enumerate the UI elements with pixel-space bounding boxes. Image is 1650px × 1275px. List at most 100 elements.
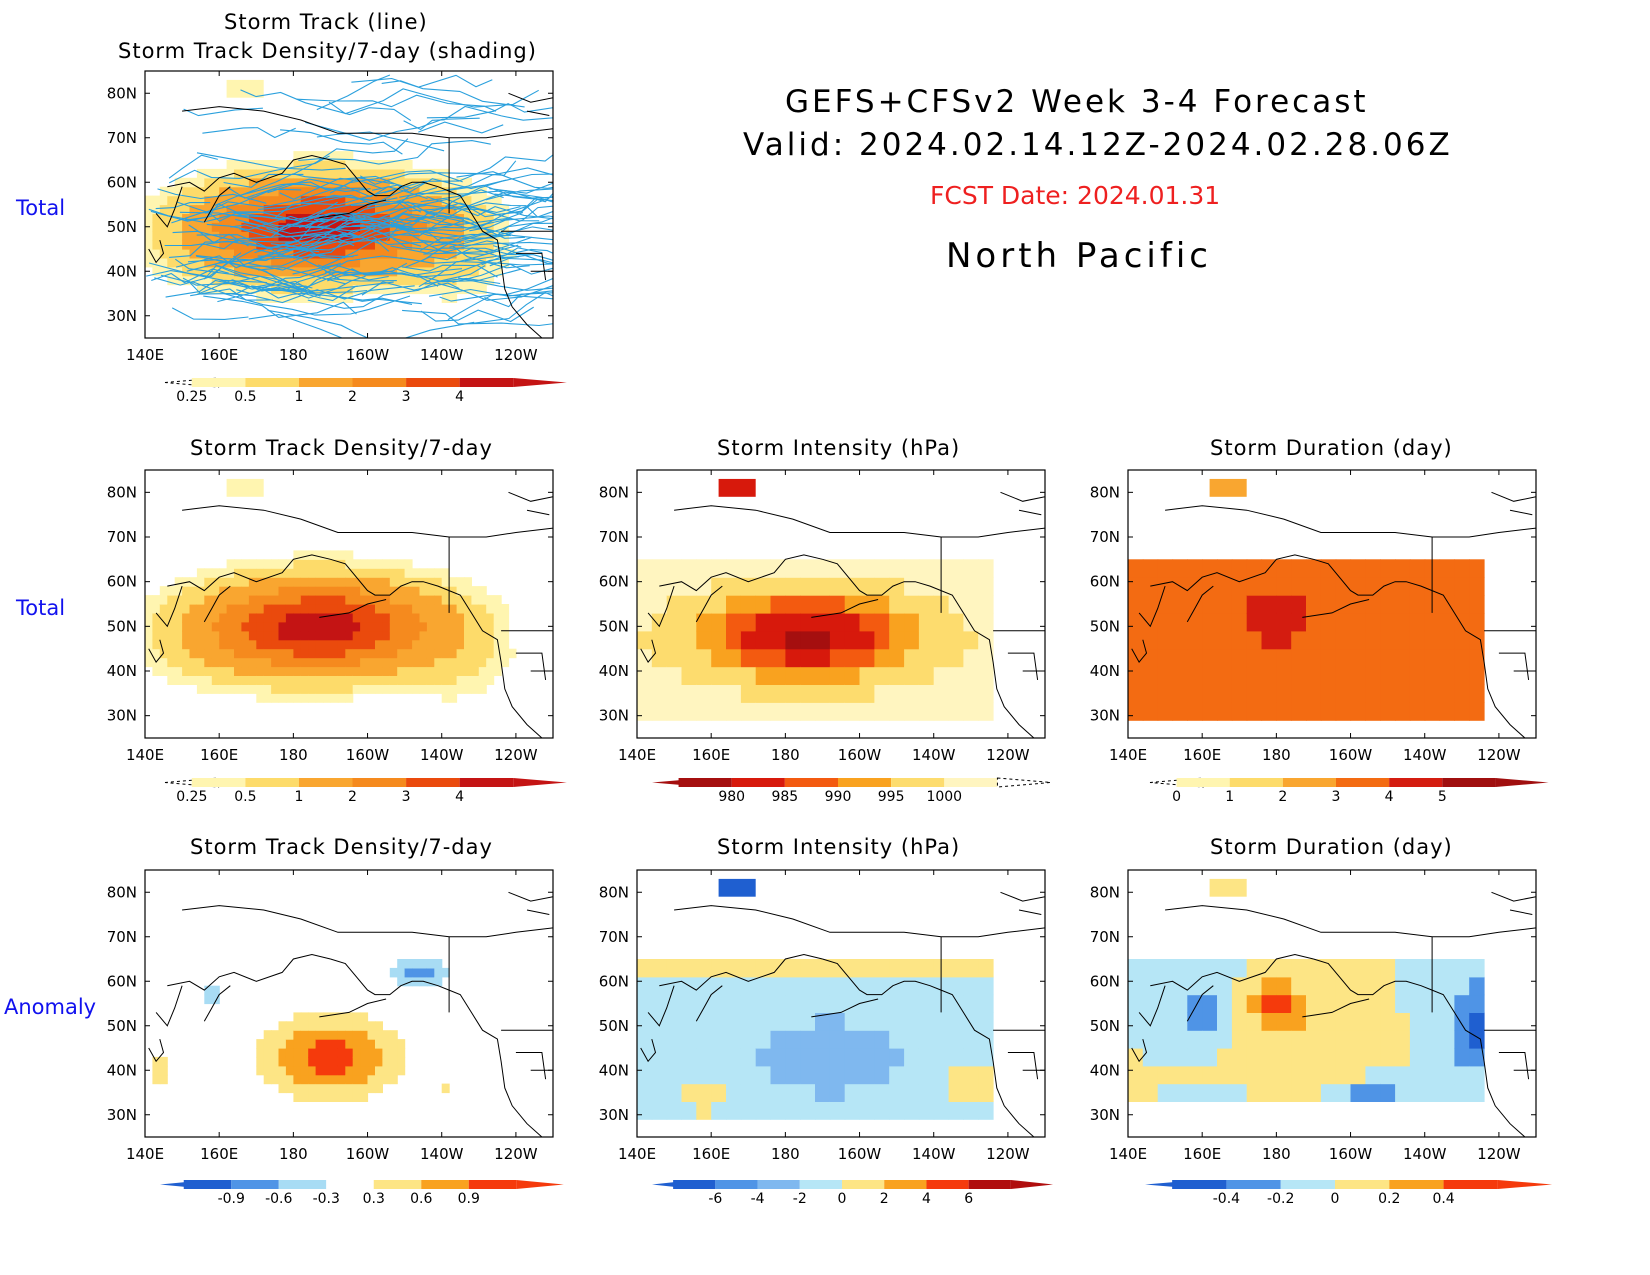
heat-cell <box>434 976 443 987</box>
storm-track-line <box>484 292 553 308</box>
heat-cell <box>323 630 331 641</box>
heat-cell <box>315 275 324 286</box>
heat-cell <box>352 684 361 694</box>
heat-cell <box>829 1048 846 1067</box>
heat-cell <box>785 1048 801 1067</box>
heat-cell <box>1128 559 1144 578</box>
heat-cell <box>397 648 406 659</box>
colorbar-label: 0.9 <box>458 1191 480 1207</box>
heat-cell <box>345 675 354 685</box>
heat-cell <box>278 675 287 685</box>
coastline <box>203 985 231 1022</box>
heat-cell <box>1335 684 1352 703</box>
heat-cell <box>464 595 472 605</box>
heat-cell <box>1409 976 1426 996</box>
heat-cell <box>918 1030 935 1049</box>
storm-track-line <box>403 105 553 131</box>
heat-cell <box>1380 994 1396 1013</box>
heat-cell <box>948 684 964 703</box>
heat-cell <box>1202 1012 1218 1031</box>
heat-cell <box>740 559 757 578</box>
heat-cell <box>271 266 280 277</box>
heat-cell <box>300 168 309 179</box>
heat-cell <box>493 195 502 206</box>
heat-cell <box>1172 648 1188 668</box>
heat-cell <box>308 577 317 587</box>
heat-cell <box>315 675 324 685</box>
heat-cell <box>486 648 495 659</box>
heat-cell <box>1261 1083 1277 1102</box>
heat-cell <box>211 630 220 641</box>
heat-cell <box>182 604 191 614</box>
heat-cell <box>145 657 153 668</box>
y-tick-label: 70N <box>599 528 629 546</box>
colorbar-label: -0.3 <box>313 1191 340 1207</box>
heat-cell <box>308 639 317 650</box>
heat-cell <box>330 657 339 668</box>
heat-cell <box>345 559 354 569</box>
heat-cell <box>426 186 435 197</box>
heat-cell <box>1350 684 1366 703</box>
heat-cell <box>1231 577 1248 596</box>
colorbar-swatch <box>1282 778 1336 787</box>
colorbar-swatch <box>1336 778 1390 787</box>
heat-cell <box>1202 702 1218 721</box>
coastline <box>167 953 331 991</box>
heat-cell <box>904 595 920 614</box>
heat-cell <box>182 630 191 641</box>
heat-cell <box>419 240 428 250</box>
heat-cell <box>1350 959 1366 978</box>
heat-cell <box>404 612 413 623</box>
heat-cell <box>278 577 287 587</box>
coastline <box>1007 652 1039 680</box>
heat-cell <box>1261 666 1277 685</box>
storm-track-line <box>228 275 422 305</box>
heat-cell <box>330 621 339 632</box>
heat-cell <box>204 586 213 596</box>
heat-cell <box>219 586 228 596</box>
y-tick-label: 60N <box>1090 972 1120 990</box>
heat-cell <box>651 959 668 978</box>
heat-cell <box>345 550 354 560</box>
map-frame <box>144 469 554 739</box>
heat-cell <box>367 639 376 650</box>
storm-track-line <box>317 198 471 227</box>
colorbar-swatch <box>278 1180 327 1189</box>
heat-cell <box>1128 702 1144 721</box>
panel-title-density-total: Storm Track Density/7-day <box>190 436 493 460</box>
heat-cell <box>189 195 198 206</box>
heat-cell <box>360 586 369 596</box>
x-tick-label: 120W <box>494 746 538 764</box>
heat-cell <box>800 994 816 1013</box>
heat-cell <box>637 1048 653 1067</box>
row-label-anomaly: Anomaly <box>4 995 97 1019</box>
heat-cell <box>711 702 727 721</box>
heat-cell <box>1231 630 1248 650</box>
heat-cell <box>367 186 376 197</box>
heat-cell <box>330 249 339 259</box>
heat-cell <box>1202 577 1218 596</box>
heat-cell <box>1365 1048 1381 1067</box>
heat-cell <box>330 240 339 250</box>
y-tick-label: 40N <box>107 1061 137 1079</box>
heat-cell <box>375 1065 383 1076</box>
heat-cell <box>412 568 421 578</box>
heat-cell <box>345 1039 354 1049</box>
heat-cell <box>152 639 161 650</box>
heat-cell <box>726 684 742 703</box>
heat-cell <box>918 1101 935 1120</box>
heat-cell <box>844 612 861 632</box>
heat-cell <box>263 249 272 259</box>
heat-cell <box>382 1048 391 1058</box>
heat-cell <box>263 240 272 250</box>
heat-cell <box>315 257 324 268</box>
storm-track-line <box>169 241 239 258</box>
heat-cell <box>285 168 294 179</box>
heat-cell <box>1187 559 1203 578</box>
heat-cell <box>1276 702 1292 721</box>
heat-cell <box>352 1039 361 1049</box>
heat-cell <box>219 231 228 241</box>
heat-cell <box>449 612 458 623</box>
heat-cell <box>219 568 228 578</box>
heat-cell <box>145 639 153 650</box>
